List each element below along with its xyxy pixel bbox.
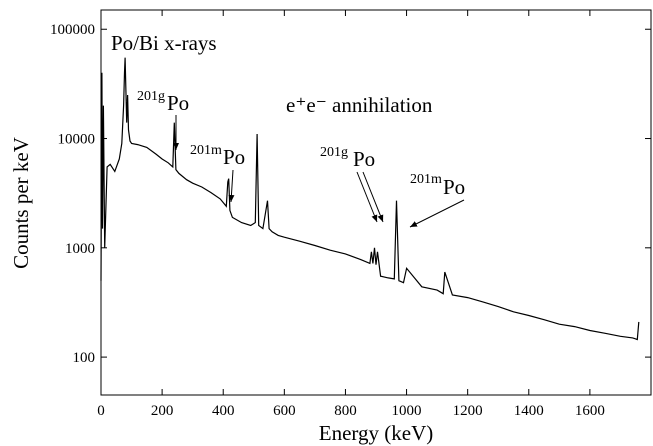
x-tick-label: 800: [334, 403, 357, 419]
x-tick-label: 1400: [514, 403, 544, 419]
arrow: [356, 171, 378, 223]
annotation: Po: [353, 147, 375, 171]
x-tick-label: 1200: [453, 403, 483, 419]
y-tick-label: 1000: [65, 241, 95, 257]
arrow: [228, 169, 235, 203]
x-tick-label: 1000: [392, 403, 422, 419]
x-tick-label: 1600: [575, 403, 605, 419]
annotation: Po: [167, 91, 189, 115]
y-tick-label: 100000: [50, 22, 95, 38]
plot-frame: [100, 9, 652, 396]
annotation-sup: 201g: [137, 89, 165, 104]
x-axis-label: Energy (keV): [319, 421, 434, 445]
annotation-sup: 201g: [320, 145, 348, 160]
annotation: Po/Bi x-rays: [111, 31, 217, 55]
annotation-sup: 201m: [190, 143, 222, 158]
x-tick-label: 400: [212, 403, 235, 419]
x-tick-label: 200: [151, 403, 174, 419]
arrow: [362, 171, 384, 223]
annotation: Po: [223, 145, 245, 169]
x-tick-label: 0: [97, 403, 105, 419]
annotation: e⁺e⁻ annihilation: [286, 93, 433, 117]
x-tick-label: 600: [273, 403, 296, 419]
spectrum-line: [100, 57, 640, 341]
annotation-sup: 201m: [410, 172, 442, 187]
y-tick-label: 100: [73, 350, 96, 366]
y-axis-label: Counts per keV: [9, 137, 33, 269]
annotation: Po: [443, 175, 465, 199]
arrow: [409, 199, 465, 228]
y-tick-label: 10000: [58, 132, 96, 148]
